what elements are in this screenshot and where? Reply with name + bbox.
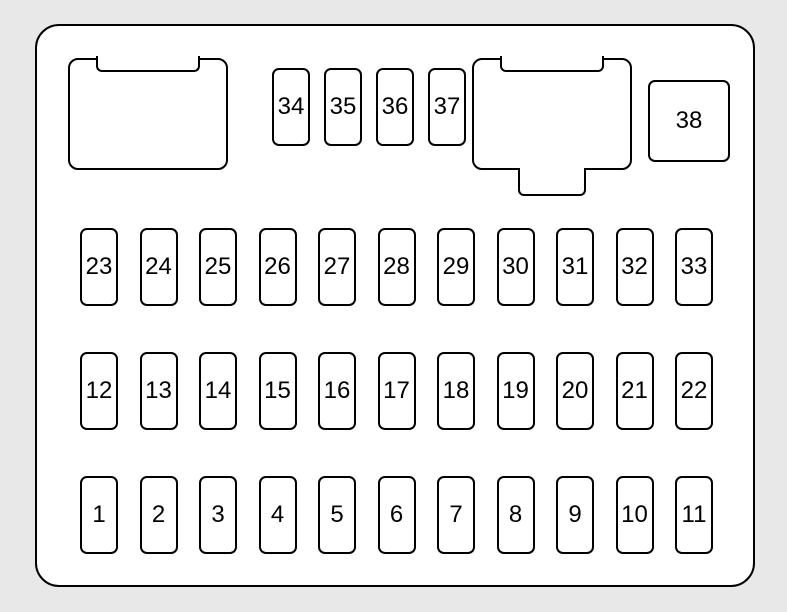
fuse-label: 9 xyxy=(568,501,581,529)
fuse-label: 18 xyxy=(443,377,470,405)
fuse-label: 17 xyxy=(383,377,410,405)
fuse-slot: 12 xyxy=(80,352,118,430)
fuse-slot: 28 xyxy=(378,228,416,306)
fuse-slot: 31 xyxy=(556,228,594,306)
fuse-slot: 22 xyxy=(675,352,713,430)
fuse-label: 15 xyxy=(264,377,291,405)
fuse-slot: 1 xyxy=(80,476,118,554)
fuse-slot: 25 xyxy=(199,228,237,306)
fuse-label: 6 xyxy=(390,501,403,529)
fuse-label: 28 xyxy=(383,253,410,281)
fuse-slot-38: 38 xyxy=(648,80,730,162)
fuse-label: 2 xyxy=(152,501,165,529)
fuse-slot: 21 xyxy=(616,352,654,430)
fuse-label: 13 xyxy=(145,377,172,405)
fuse-label: 35 xyxy=(330,93,357,121)
fuse-slot: 24 xyxy=(140,228,178,306)
fuse-slot: 36 xyxy=(376,68,414,146)
fuse-slot: 9 xyxy=(556,476,594,554)
fuse-label: 7 xyxy=(449,501,462,529)
fuse-slot: 33 xyxy=(675,228,713,306)
fuse-slot: 23 xyxy=(80,228,118,306)
fuse-label: 11 xyxy=(682,501,707,529)
fuse-label: 3 xyxy=(211,501,224,529)
fuse-label: 34 xyxy=(278,93,305,121)
fuse-slot: 30 xyxy=(497,228,535,306)
fuse-label: 21 xyxy=(621,377,648,405)
relay-block-right-notch xyxy=(500,56,604,72)
fuse-slot: 6 xyxy=(378,476,416,554)
fuse-slot: 35 xyxy=(324,68,362,146)
fuse-slot: 10 xyxy=(616,476,654,554)
fuse-label: 8 xyxy=(509,501,522,529)
fuse-slot: 16 xyxy=(318,352,356,430)
fuse-label: 4 xyxy=(271,501,284,529)
fuse-label: 27 xyxy=(324,253,351,281)
fuse-label: 23 xyxy=(86,253,113,281)
relay-block-right xyxy=(472,58,632,170)
fuse-slot: 2 xyxy=(140,476,178,554)
fuse-slot: 37 xyxy=(428,68,466,146)
fuse-label: 14 xyxy=(205,377,232,405)
fuse-label: 1 xyxy=(92,501,105,529)
fuse-label: 31 xyxy=(562,253,589,281)
fuse-label: 20 xyxy=(562,377,589,405)
fuse-slot: 19 xyxy=(497,352,535,430)
fuse-slot: 18 xyxy=(437,352,475,430)
fuse-label: 5 xyxy=(330,501,343,529)
fuse-slot: 27 xyxy=(318,228,356,306)
fuse-slot: 34 xyxy=(272,68,310,146)
fuse-slot: 11 xyxy=(675,476,713,554)
fuse-slot: 7 xyxy=(437,476,475,554)
fuse-label: 10 xyxy=(621,501,648,529)
relay-block-left-notch xyxy=(96,56,200,72)
relay-block-right-tab xyxy=(518,168,586,196)
fuse-slot: 29 xyxy=(437,228,475,306)
fuse-slot: 14 xyxy=(199,352,237,430)
fuse-slot: 5 xyxy=(318,476,356,554)
fuse-label: 24 xyxy=(145,253,172,281)
fuse-label: 37 xyxy=(434,93,461,121)
fuse-label: 33 xyxy=(681,253,708,281)
fuse-label: 38 xyxy=(676,107,703,135)
fuse-label: 30 xyxy=(502,253,529,281)
fuse-slot: 3 xyxy=(199,476,237,554)
fuse-label: 19 xyxy=(502,377,529,405)
fuse-label: 26 xyxy=(264,253,291,281)
fuse-slot: 13 xyxy=(140,352,178,430)
fuse-slot: 8 xyxy=(497,476,535,554)
fuse-label: 29 xyxy=(443,253,470,281)
fuse-label: 22 xyxy=(681,377,708,405)
relay-block-right-tab-join xyxy=(520,168,584,172)
fuse-slot: 4 xyxy=(259,476,297,554)
fuse-label: 12 xyxy=(86,377,113,405)
fuse-slot: 20 xyxy=(556,352,594,430)
fuse-slot: 15 xyxy=(259,352,297,430)
fuse-label: 25 xyxy=(205,253,232,281)
relay-block-left xyxy=(68,58,228,170)
fuse-label: 16 xyxy=(324,377,351,405)
fuse-label: 36 xyxy=(382,93,409,121)
fuse-slot: 26 xyxy=(259,228,297,306)
fuse-slot: 17 xyxy=(378,352,416,430)
fuse-label: 32 xyxy=(621,253,648,281)
fuse-slot: 32 xyxy=(616,228,654,306)
